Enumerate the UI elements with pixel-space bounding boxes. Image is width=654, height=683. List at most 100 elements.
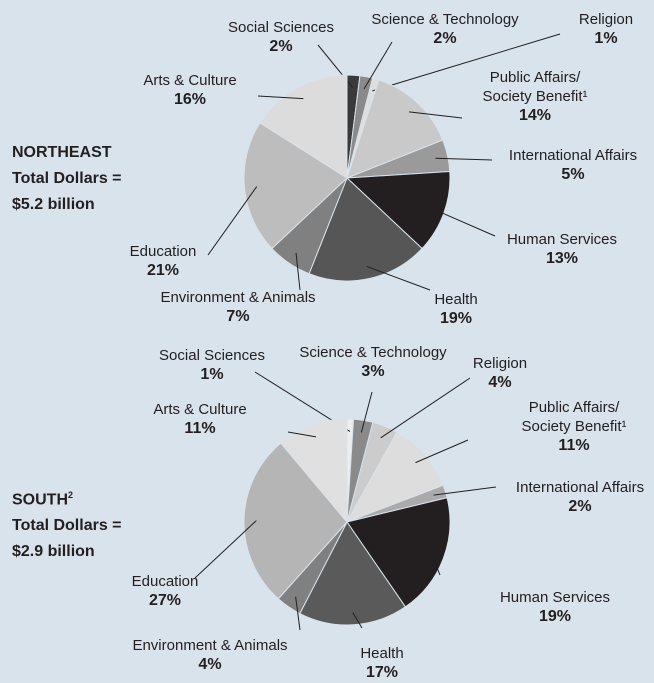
pie-slice <box>345 171 451 250</box>
slice-value: 11% <box>184 420 216 437</box>
pie-slice <box>299 521 407 626</box>
leader-line <box>207 186 258 256</box>
region-block: NORTHEAST Total Dollars = $5.2 billion <box>12 140 122 218</box>
leader-line <box>431 554 441 576</box>
slice-name: International Affairs <box>515 479 645 496</box>
slice-label: Social Sciences 1% <box>159 346 265 384</box>
pie-slice <box>259 74 348 179</box>
slice-label: Health 17% <box>360 644 403 682</box>
slice-name: Public Affairs/ Society Benefit¹ <box>482 69 588 105</box>
slice-name: Social Sciences <box>228 19 334 36</box>
slice-label: Environment & Animals 7% <box>160 288 315 326</box>
region-subtitle: Total Dollars = <box>12 517 122 535</box>
slice-value: 5% <box>561 166 585 183</box>
region-subtitle: $5.2 billion <box>12 196 95 213</box>
slice-name: Science & Technology <box>299 344 447 361</box>
slice-value: 4% <box>198 656 222 673</box>
leader-line <box>287 431 317 438</box>
slice-value: 17% <box>365 664 399 681</box>
slice-label: Arts & Culture 16% <box>143 71 236 109</box>
slice-value: 19% <box>538 608 572 625</box>
slice-label: Religion 4% <box>473 354 527 392</box>
slice-label: Education 27% <box>132 572 199 610</box>
leader-line <box>435 157 493 161</box>
region-name: SOUTH <box>12 491 68 509</box>
slice-value: 1% <box>200 366 224 383</box>
slice-name: Public Affairs/ Society Benefit¹ <box>521 399 627 435</box>
pie-slice <box>243 442 348 600</box>
leader-line <box>366 265 431 291</box>
slice-name: Social Sciences <box>159 347 265 364</box>
leader-line <box>380 377 471 439</box>
pie-slice <box>346 79 444 179</box>
leader-line <box>415 439 469 464</box>
slice-value: 27% <box>148 592 182 609</box>
pie-slice <box>345 431 444 523</box>
slice-name: Environment & Animals <box>160 289 316 306</box>
slice-label: Science & Technology 3% <box>299 343 446 381</box>
slice-label: International Affairs 2% <box>516 478 644 516</box>
slice-value: 19% <box>439 310 473 327</box>
slice-name: Human Services <box>499 589 611 606</box>
slice-value: 13% <box>545 250 579 267</box>
slice-value: 11% <box>558 437 590 454</box>
slice-value: 3% <box>361 363 385 380</box>
pie-slice <box>280 418 348 524</box>
slice-name: Arts & Culture <box>153 401 247 418</box>
slice-value: 7% <box>226 308 250 325</box>
leader-line <box>372 33 561 92</box>
pie-slice <box>346 497 451 608</box>
slice-name: Human Services <box>506 231 618 248</box>
slice-value: 16% <box>173 91 207 108</box>
slice-name: Religion <box>578 11 634 28</box>
slice-label: Human Services 19% <box>500 588 610 626</box>
slice-name: Health <box>360 645 404 662</box>
slice-label: Arts & Culture 11% <box>153 400 246 438</box>
slice-value: 14% <box>518 107 552 124</box>
leader-line <box>360 391 373 433</box>
slice-name: Science & Technology <box>371 11 519 28</box>
slice-value: 2% <box>269 38 293 55</box>
slice-label: International Affairs 5% <box>509 146 637 184</box>
slice-name: Education <box>129 243 197 260</box>
leader-line <box>408 111 463 119</box>
slice-name: Health <box>434 291 478 308</box>
footnote-mark: 2 <box>68 490 74 500</box>
leader-line <box>433 486 497 496</box>
leader-line <box>194 520 257 579</box>
leader-line <box>295 252 301 291</box>
region-title: SOUTH2 <box>12 482 122 513</box>
pie-slice <box>243 122 348 250</box>
leader-line <box>295 596 301 631</box>
leader-line <box>352 612 363 629</box>
slice-label: Public Affairs/ Society Benefit¹ 14% <box>475 68 595 125</box>
region-subtitle: Total Dollars = <box>12 170 122 187</box>
leader-line <box>432 208 496 237</box>
region-name: NORTHEAST <box>12 144 112 161</box>
slice-label: Science & Technology 2% <box>371 10 518 48</box>
region-title: NORTHEAST <box>12 140 122 166</box>
slice-value: 4% <box>488 374 512 391</box>
slice-label: Public Affairs/ Society Benefit¹ 11% <box>514 398 634 455</box>
slice-label: Education 21% <box>130 242 197 280</box>
slice-value: 2% <box>568 498 592 515</box>
slice-label: Religion 1% <box>579 10 633 48</box>
slice-value: 1% <box>594 30 618 47</box>
slice-value: 2% <box>433 30 457 47</box>
slice-label: Health 19% <box>434 290 477 328</box>
slice-value: 21% <box>146 262 180 279</box>
slice-name: International Affairs <box>508 147 638 164</box>
slice-name: Environment & Animals <box>132 637 288 654</box>
leader-line <box>363 41 393 90</box>
slice-label: Human Services 13% <box>507 230 617 268</box>
slice-name: Arts & Culture <box>143 72 237 89</box>
slice-name: Education <box>131 573 199 590</box>
slice-label: Environment & Animals 4% <box>132 636 287 674</box>
slice-label: Social Sciences 2% <box>228 18 334 56</box>
leader-line <box>257 95 304 100</box>
slice-name: Religion <box>472 355 528 372</box>
region-subtitle: $2.9 billion <box>12 543 95 561</box>
region-block: SOUTH2 Total Dollars = $2.9 billion <box>12 482 122 565</box>
